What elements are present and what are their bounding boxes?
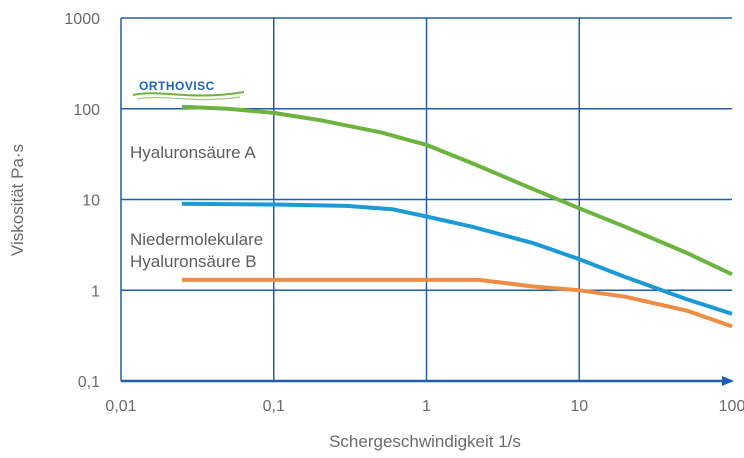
orthovisc-logo-swoosh-2 <box>136 96 241 101</box>
chart-ticks: 0,01 0,1 1 10 100 1000 100 10 1 0,1 <box>64 11 744 415</box>
y-tick-label: 0,1 <box>78 374 100 391</box>
x-tick-label: 0,1 <box>263 398 285 415</box>
series-line-1 <box>181 104 733 277</box>
x-axis-label: Schergeschwindigkeit 1/s <box>329 432 521 451</box>
annotation-hyaluron-a: Hyaluronsäure A <box>130 143 256 162</box>
orthovisc-logo-text: ORTHOVISC <box>139 79 215 93</box>
annotation-hyaluron-b-line1: Niedermolekulare <box>130 230 263 249</box>
y-axis-label: Viskosität Pa·s <box>8 144 27 256</box>
series-line-3 <box>181 277 733 329</box>
y-tick-label: 10 <box>82 193 100 210</box>
x-tick-label: 10 <box>570 398 588 415</box>
orthovisc-logo-swoosh <box>132 91 245 97</box>
y-tick-label: 100 <box>73 102 100 119</box>
x-tick-label: 0,01 <box>105 398 136 415</box>
y-tick-label: 1 <box>91 283 100 300</box>
x-tick-label: 1 <box>422 398 431 415</box>
y-tick-label: 1000 <box>64 11 100 28</box>
chart-series <box>181 104 733 329</box>
annotation-hyaluron-b-line2: Hyaluronsäure B <box>130 252 257 271</box>
series-line-2 <box>181 201 733 316</box>
x-tick-label: 100 <box>719 398 744 415</box>
orthovisc-logo: ORTHOVISC <box>132 79 245 101</box>
chart-grid <box>120 17 734 386</box>
